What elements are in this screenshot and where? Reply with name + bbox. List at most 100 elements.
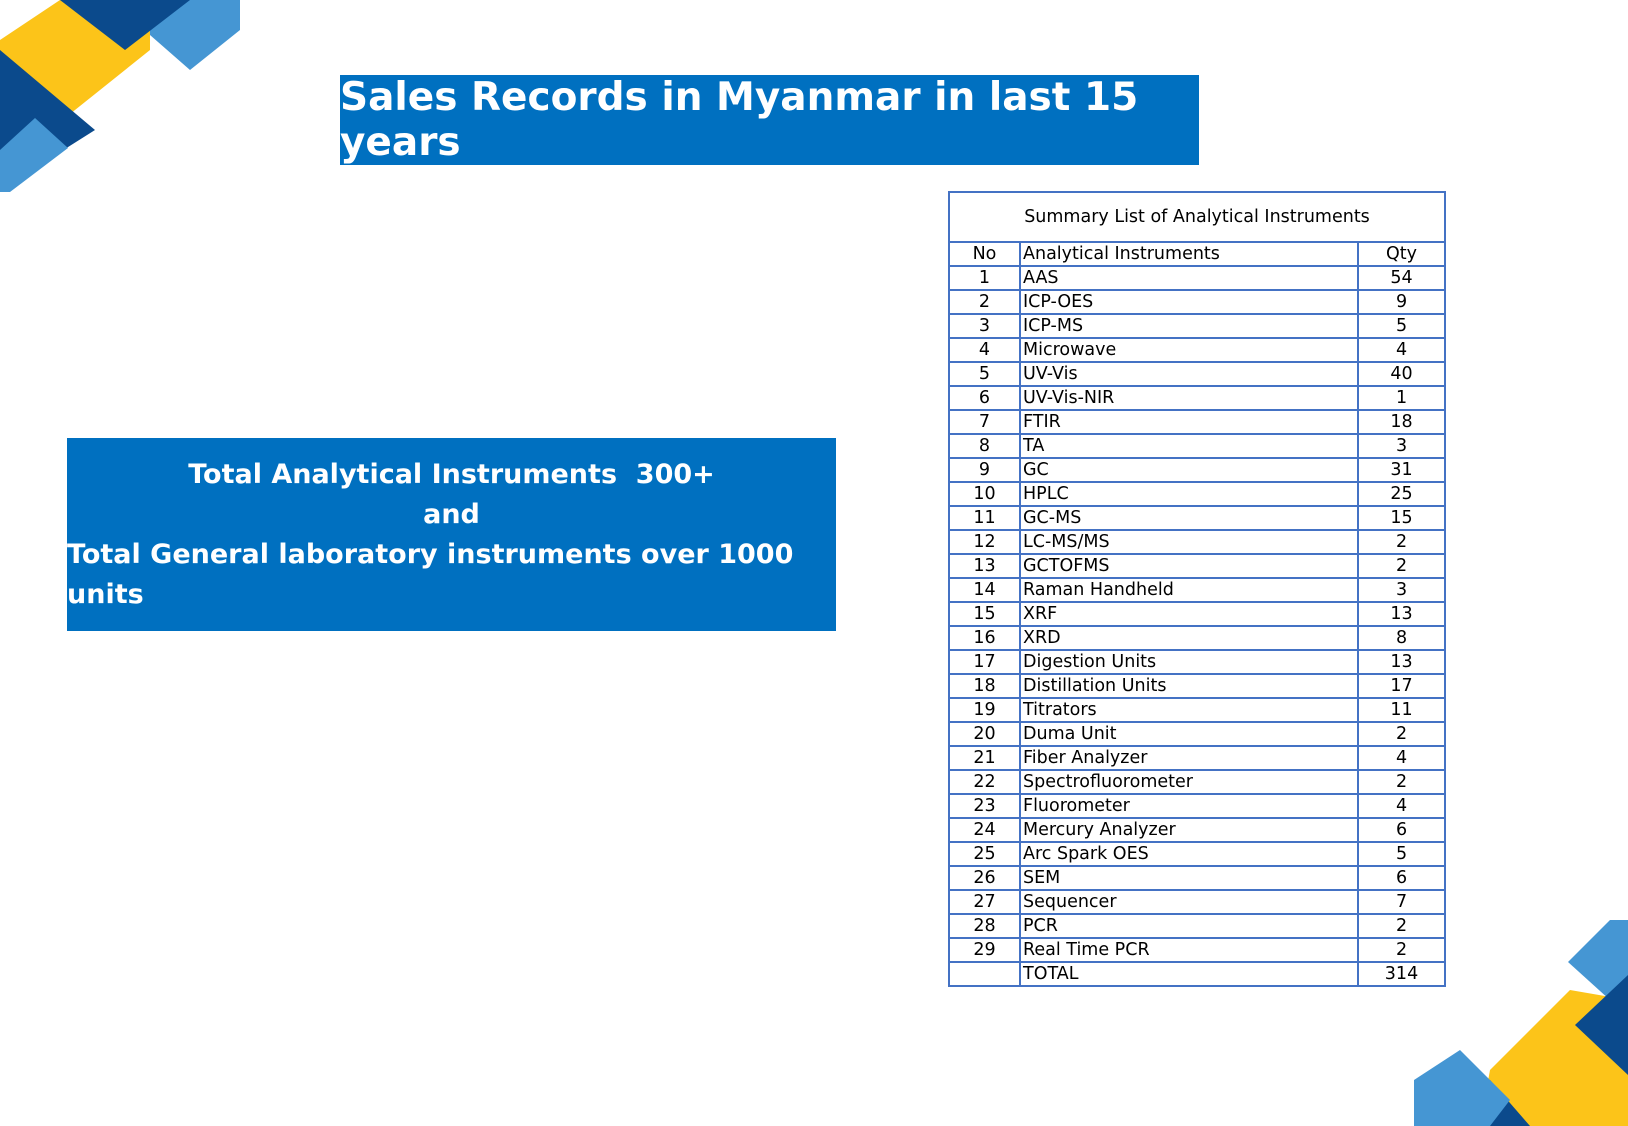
- table-row: 24 Mercury Analyzer 6: [948, 817, 1447, 843]
- total-row: TOTAL 314: [948, 961, 1447, 987]
- caption-row: Summary List of Analytical Instruments: [947, 191, 1447, 243]
- quantity: 2: [1356, 721, 1447, 747]
- row-number: 16: [948, 625, 1021, 651]
- table-row: 14 Raman Handheld 3: [948, 577, 1447, 603]
- table-row: 28 PCR 2: [948, 913, 1447, 939]
- table-row: 3 ICP-MS 5: [948, 313, 1447, 339]
- table-row: 8 TA 3: [948, 433, 1447, 459]
- instrument-name: PCR: [1019, 913, 1359, 939]
- table-row: 25 Arc Spark OES 5: [948, 841, 1447, 867]
- table-row: 9 GC 31: [948, 457, 1447, 483]
- instrument-name: XRD: [1019, 625, 1359, 651]
- quantity: 4: [1356, 745, 1447, 771]
- instrument-name: Spectrofluorometer: [1019, 769, 1359, 795]
- instrument-name: GCTOFMS: [1019, 553, 1359, 579]
- row-number: 19: [948, 697, 1021, 723]
- row-number: 15: [948, 601, 1021, 627]
- quantity: 13: [1356, 649, 1447, 675]
- table-body: Summary List of Analytical Instruments N…: [947, 191, 1447, 987]
- instrument-name: Sequencer: [1019, 889, 1359, 915]
- quantity: 54: [1356, 265, 1447, 291]
- table-row: 2 ICP-OES 9: [948, 289, 1447, 315]
- quantity: 6: [1356, 817, 1447, 843]
- table-row: 12 LC-MS/MS 2: [948, 529, 1447, 555]
- quantity: 18: [1356, 409, 1447, 435]
- row-number: 4: [948, 337, 1021, 363]
- instrument-name: UV-Vis-NIR: [1019, 385, 1359, 411]
- instrument-name: GC: [1019, 457, 1359, 483]
- summary-line: Total Analytical Instruments 300+: [188, 458, 715, 490]
- table-row: 26 SEM 6: [948, 865, 1447, 891]
- row-number: 8: [948, 433, 1021, 459]
- quantity: 11: [1356, 697, 1447, 723]
- instrument-name: TA: [1019, 433, 1359, 459]
- instrument-name: ICP-MS: [1019, 313, 1359, 339]
- table-row: 4 Microwave 4: [948, 337, 1447, 363]
- header-cell: Analytical Instruments: [1019, 241, 1359, 267]
- quantity: 25: [1356, 481, 1447, 507]
- quantity: 9: [1356, 289, 1447, 315]
- row-number: 3: [948, 313, 1021, 339]
- table-caption: Summary List of Analytical Instruments: [947, 191, 1447, 243]
- instrument-name: XRF: [1019, 601, 1359, 627]
- table-row: 17 Digestion Units 13: [948, 649, 1447, 675]
- corner-shape: [1568, 920, 1628, 1000]
- quantity: 31: [1356, 457, 1447, 483]
- instrument-name: Duma Unit: [1019, 721, 1359, 747]
- table-row: 23 Fluorometer 4: [948, 793, 1447, 819]
- instrument-name: Digestion Units: [1019, 649, 1359, 675]
- summary-box: Total Analytical Instruments 300+ and To…: [67, 438, 836, 631]
- row-number: 20: [948, 721, 1021, 747]
- header-cell: Qty: [1356, 241, 1447, 267]
- instrument-name: Fiber Analyzer: [1019, 745, 1359, 771]
- quantity: 40: [1356, 361, 1447, 387]
- quantity: 6: [1356, 865, 1447, 891]
- instrument-name: Microwave: [1019, 337, 1359, 363]
- summary-line: and: [423, 498, 480, 530]
- quantity: 2: [1356, 529, 1447, 555]
- quantity: 17: [1356, 673, 1447, 699]
- row-number: 22: [948, 769, 1021, 795]
- table-row: 13 GCTOFMS 2: [948, 553, 1447, 579]
- row-number: 28: [948, 913, 1021, 939]
- table-row: 15 XRF 13: [948, 601, 1447, 627]
- row-number: 17: [948, 649, 1021, 675]
- instrument-name: Fluorometer: [1019, 793, 1359, 819]
- row-number: 12: [948, 529, 1021, 555]
- quantity: 3: [1356, 577, 1447, 603]
- row-number: 21: [948, 745, 1021, 771]
- table-row: 21 Fiber Analyzer 4: [948, 745, 1447, 771]
- instrument-name: UV-Vis: [1019, 361, 1359, 387]
- table-row: 22 Spectrofluorometer 2: [948, 769, 1447, 795]
- row-number: 14: [948, 577, 1021, 603]
- table-row: 1 AAS 54: [948, 265, 1447, 291]
- table-row: 10 HPLC 25: [948, 481, 1447, 507]
- quantity: 1: [1356, 385, 1447, 411]
- row-number: 2: [948, 289, 1021, 315]
- instrument-name: AAS: [1019, 265, 1359, 291]
- quantity: 13: [1356, 601, 1447, 627]
- corner-shape: [1414, 1050, 1510, 1126]
- table-row: 6 UV-Vis-NIR 1: [948, 385, 1447, 411]
- corner-shape: [1575, 975, 1628, 1075]
- row-number: 25: [948, 841, 1021, 867]
- quantity: 8: [1356, 625, 1447, 651]
- instrument-name: Real Time PCR: [1019, 937, 1359, 963]
- total-label: TOTAL: [1019, 961, 1359, 987]
- table-row: 11 GC-MS 15: [948, 505, 1447, 531]
- quantity: 2: [1356, 913, 1447, 939]
- table-row: 20 Duma Unit 2: [948, 721, 1447, 747]
- table-row: 27 Sequencer 7: [948, 889, 1447, 915]
- row-number: 29: [948, 937, 1021, 963]
- instrument-name: Distillation Units: [1019, 673, 1359, 699]
- summary-line: Total General laboratory instruments ove…: [67, 538, 794, 610]
- row-number: 24: [948, 817, 1021, 843]
- instrument-name: SEM: [1019, 865, 1359, 891]
- empty-cell: [948, 961, 1021, 987]
- row-number: 5: [948, 361, 1021, 387]
- row-number: 26: [948, 865, 1021, 891]
- quantity: 3: [1356, 433, 1447, 459]
- instrument-name: Arc Spark OES: [1019, 841, 1359, 867]
- table-row: 16 XRD 8: [948, 625, 1447, 651]
